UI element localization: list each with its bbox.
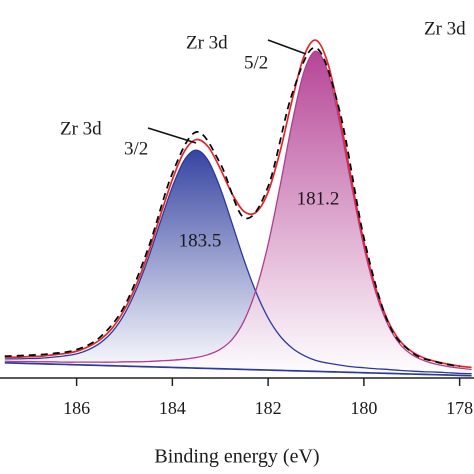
x-tick-label: 184 [159, 398, 186, 418]
fit-line [4, 39, 472, 369]
x-tick-label: 180 [350, 398, 377, 418]
annotation: Zr 3d [60, 118, 102, 139]
leader-line [147, 127, 197, 144]
leader-line [267, 39, 307, 55]
annotation: 3/2 [124, 138, 148, 159]
peak-line [4, 50, 472, 371]
measured-line [4, 46, 460, 368]
x-tick-label: 182 [255, 398, 282, 418]
x-tick-label: 186 [63, 398, 90, 418]
peak-line [4, 149, 472, 375]
x-axis-title: Binding energy (eV) [154, 446, 319, 468]
peak-area [4, 51, 472, 376]
annotation: 183.5 [179, 230, 222, 251]
x-tick-label: 178 [446, 398, 473, 418]
plot-area [4, 39, 472, 377]
annotation: Zr 3d [424, 18, 466, 39]
annotation: Zr 3d [186, 32, 228, 53]
fit-line [4, 361, 472, 377]
annotation: 181.2 [297, 188, 340, 209]
annotation: 5/2 [244, 52, 268, 73]
